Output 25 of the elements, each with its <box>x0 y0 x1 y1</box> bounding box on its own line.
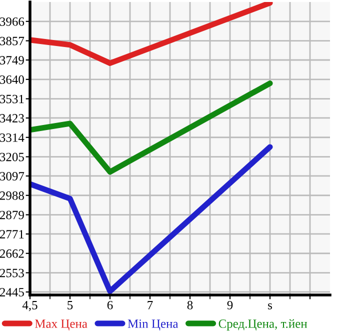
y-tick-label: 3749 <box>0 56 24 64</box>
y-tick-label: 3966 <box>0 17 24 26</box>
x-tick-label: 7 <box>148 301 153 310</box>
x-tick-label: 6 <box>107 300 113 310</box>
x-tick-label: 9 <box>227 300 233 310</box>
y-tick-label: 3857 <box>0 36 24 46</box>
y-tick-label: 2988 <box>0 191 24 200</box>
y-tick-label: 2445 <box>0 288 24 296</box>
y-tick-label: 2879 <box>0 210 24 220</box>
y-tick-label: 3314 <box>0 133 24 142</box>
y-tick-label: 2553 <box>0 268 24 278</box>
y-tick-label: 2771 <box>0 230 24 238</box>
legend-label: Min Цена <box>128 320 178 330</box>
y-tick-label: 3097 <box>0 172 24 180</box>
x-tick-label: 5 <box>68 301 73 310</box>
x-tick-label: 4,5 <box>22 301 38 312</box>
y-tick-label: 3205 <box>0 152 24 162</box>
legend-label: Сред.Цена, т.йен <box>218 319 308 330</box>
y-tick-label: 3640 <box>0 75 24 84</box>
legend-label: Max Цена <box>35 320 88 330</box>
x-tick-label: s <box>268 303 272 310</box>
y-tick-label: 3531 <box>0 94 24 104</box>
y-tick-label: 2662 <box>0 249 24 258</box>
x-tick-label: 8 <box>187 300 193 310</box>
y-tick-label: 3423 <box>0 114 24 122</box>
